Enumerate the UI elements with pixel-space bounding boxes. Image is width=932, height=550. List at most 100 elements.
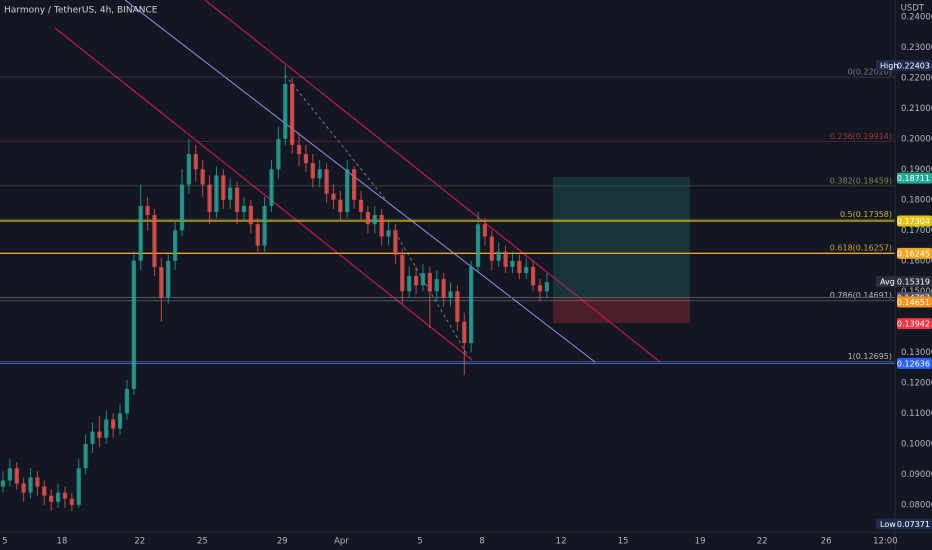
candle-body <box>517 260 522 274</box>
candle-body <box>97 431 102 438</box>
price-badge-value: 0.13942 <box>897 320 930 329</box>
plot: 0(0.22020) 0.236(0.19914) 0.382(0.18459) 0.… <box>0 65 895 511</box>
x-tick-label: 5 <box>417 537 422 547</box>
price-badge <box>897 215 932 227</box>
x-tick-label: 8 <box>479 537 484 547</box>
candle-body <box>345 169 350 213</box>
candle-body <box>255 224 260 246</box>
fib-label: 0.618(0.16257) <box>830 243 892 252</box>
x-tick-label: Apr <box>334 537 349 547</box>
price-badge-value: 0.17304 <box>897 217 930 226</box>
candle-body <box>234 187 240 213</box>
candle-body <box>331 193 336 200</box>
x-tick-label: 22 <box>757 537 768 547</box>
candle-body <box>200 169 205 185</box>
candle-body <box>241 205 247 213</box>
candle-body <box>400 254 405 292</box>
dashed-line <box>284 74 391 206</box>
candle-body <box>69 498 74 505</box>
fib-label: 0.786(0.14691) <box>830 291 892 300</box>
price-badge <box>897 172 932 184</box>
price-badge-value: 0.12636 <box>897 359 930 368</box>
candle-body <box>317 169 322 179</box>
price-badge-value: 0.07371 <box>897 520 930 529</box>
price-badge <box>876 59 932 71</box>
price-badge <box>897 296 932 308</box>
x-tick-label: 12 <box>556 537 567 547</box>
candle-body <box>482 224 488 237</box>
candle-body <box>296 144 302 155</box>
currency: USDT <box>901 4 925 14</box>
x-tick-label: 18 <box>57 537 68 547</box>
candle-body <box>386 230 391 237</box>
candle-body <box>172 230 178 261</box>
price-badge-value: 0.22403 <box>897 61 930 70</box>
price-badge <box>897 357 932 369</box>
candle-body <box>338 199 343 213</box>
candle-body <box>427 273 432 292</box>
y-tick-label: 0.24000 <box>901 12 932 22</box>
candle-body <box>28 477 33 493</box>
price-badge-value: 0.18711 <box>897 174 930 183</box>
candle-body <box>131 260 136 389</box>
candle-body <box>138 205 143 261</box>
x-tick-label: 19 <box>695 537 706 547</box>
candle-body <box>544 282 550 292</box>
loss-zone <box>553 297 690 323</box>
candle-body <box>166 260 171 298</box>
candle-body <box>379 215 384 237</box>
candle-body <box>83 443 88 469</box>
fib-label: 0.5(0.17358) <box>840 210 892 219</box>
candle-body <box>469 266 474 344</box>
candle-body <box>104 419 109 438</box>
candle-body <box>76 468 81 505</box>
fib-label: 0.236(0.19914) <box>830 132 892 141</box>
x-tick-label: 26 <box>821 537 832 547</box>
candle-body <box>510 260 515 267</box>
price-badge-value: 0.15319 <box>897 278 930 287</box>
candle-body <box>524 266 529 274</box>
candle-body <box>14 468 19 484</box>
candle-body <box>124 388 130 414</box>
candle-body <box>221 175 226 200</box>
fib-label: 0.382(0.18459) <box>830 176 892 185</box>
candle-body <box>145 205 150 216</box>
candle-body <box>248 205 253 225</box>
x-tick-label: 12:00 <box>873 537 898 547</box>
candle-body <box>0 480 6 487</box>
candle-body <box>35 477 40 487</box>
candle-body <box>90 431 95 444</box>
candle-body <box>503 251 508 267</box>
candle-body <box>462 321 467 344</box>
candle-body <box>262 205 267 246</box>
candle-body <box>324 169 329 194</box>
candle-body <box>7 468 13 481</box>
candle-body <box>117 413 123 429</box>
candle-body <box>475 224 481 267</box>
candle-body <box>62 492 68 499</box>
candle-body <box>537 285 543 292</box>
candle-body <box>489 236 494 261</box>
candle-body <box>303 154 309 164</box>
price-badge <box>876 518 932 530</box>
x-tick-label: 22 <box>134 537 145 547</box>
x-tick-label: 25 <box>197 537 208 547</box>
candle-body <box>496 251 501 261</box>
candle-body <box>351 169 357 200</box>
candle-body <box>365 212 371 225</box>
candle-body <box>448 291 453 298</box>
fib-label: 0(0.22020) <box>848 68 892 77</box>
candle-body <box>310 163 315 179</box>
candle-body <box>407 276 412 292</box>
candle-body <box>290 83 295 145</box>
candle-body <box>152 215 157 267</box>
